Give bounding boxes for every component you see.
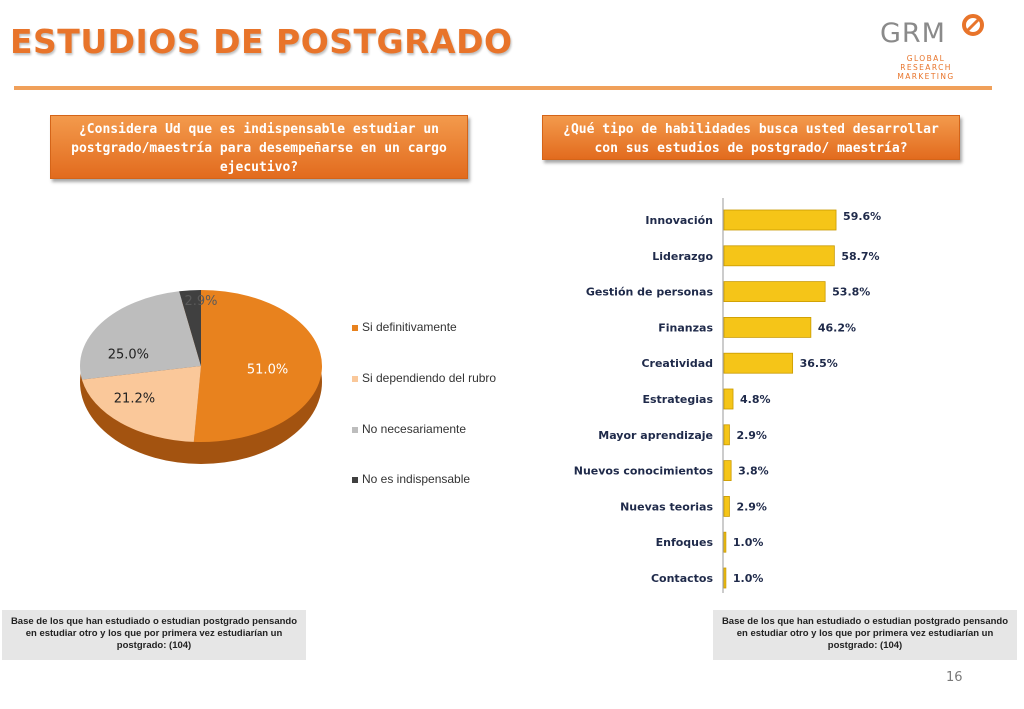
bar-mark [723,317,812,338]
legend-item-no-es-indispensable: No es indispensable [352,472,470,486]
bar-mark [723,245,835,267]
page-number: 16 [946,670,963,685]
bar-value-label: 2.9% [736,429,767,442]
logo-swirl-icon [962,14,984,36]
bar-mark [723,567,727,589]
pie-chart: 51.0% 21.2% 25.0% 2.9% [80,290,323,464]
pie-label-0: 51.0% [247,363,288,378]
bar-category-label: Nuevas teorias [620,500,713,513]
bar-value-label: 58.7% [841,250,879,263]
legend-item-no-necesariamente: No necesariamente [352,422,466,436]
bar-category-label: Creatividad [641,357,713,370]
bar-value-label: 46.2% [818,321,856,334]
logo-subtitle: GLOBAL RESEARCH MARKETING [897,54,955,81]
left-question-box: ¿Considera Ud que es indispensable estud… [50,115,468,179]
bar-mark [723,209,837,231]
bar-value-label: 2.9% [736,500,767,513]
right-base-note: Base de los que han estudiado o estudian… [713,610,1017,660]
logo-name: GRM [880,18,946,49]
bar-category-label: Estrategias [642,393,713,406]
bar-value-label: 1.0% [733,536,764,549]
pie-label-2: 25.0% [108,347,149,362]
legend-swatch [352,324,358,331]
title-divider [14,86,992,90]
bar-value-label: 59.6% [843,210,881,223]
legend-item-si-dependiendo: Si dependiendo del rubro [352,371,496,385]
bar-category-label: Liderazgo [652,250,713,263]
pie-label-1: 21.2% [114,391,155,406]
left-base-note: Base de los que han estudiado o estudian… [2,610,306,660]
legend-swatch [352,476,358,483]
legend-swatch [352,375,358,382]
legend-swatch [352,426,358,433]
grm-logo: GRM GLOBAL RESEARCH MARKETING [880,12,990,81]
bar-category-label: Innovación [645,214,713,227]
bar-mark [723,352,794,374]
bar-mark [723,424,730,446]
bar-value-label: 4.8% [740,393,771,406]
bar-category-label: Enfoques [656,536,714,549]
bar-mark [723,281,826,302]
bar-value-label: 36.5% [800,357,838,370]
bar-chart: Innovación 59.6% Liderazgo 58.7% Gestión de … [574,198,881,593]
pie-slice-1 [81,366,201,442]
legend-item-si-definitivamente: Si definitivamente [352,320,457,334]
bar-category-label: Finanzas [658,321,713,334]
bar-value-label: 3.8% [738,465,769,478]
page-title: ESTUDIOS DE POSTGRADO [10,22,513,61]
bar-mark [723,460,732,482]
bar-mark [723,495,730,517]
bar-mark [723,388,734,410]
bar-value-label: 53.8% [832,286,870,299]
bar-mark [723,531,727,553]
bar-category-label: Contactos [651,572,713,585]
bar-category-label: Mayor aprendizaje [598,429,713,442]
bar-category-label: Gestión de personas [586,286,714,299]
bar-category-label: Nuevos conocimientos [574,465,714,478]
pie-slice-3 [179,290,201,366]
pie-slice-2 [80,291,201,380]
pie-label-3: 2.9% [184,294,217,309]
bar-value-label: 1.0% [733,572,764,585]
pie-slice-0 [193,290,323,442]
right-question-box: ¿Qué tipo de habilidades busca usted des… [542,115,960,160]
